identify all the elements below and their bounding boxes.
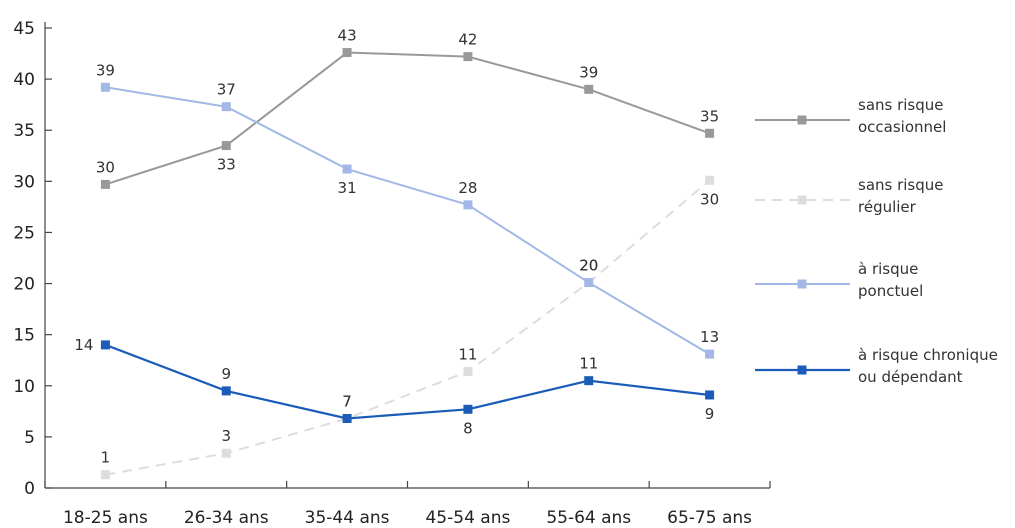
data-label: 37	[217, 81, 236, 99]
legend-label: régulier	[858, 198, 917, 216]
series-point-3	[705, 390, 715, 400]
legend: sans risque occasionnel sans risque régulie…	[755, 96, 998, 386]
data-label: 8	[463, 419, 473, 437]
series-point-3	[100, 340, 110, 350]
x-tick-label: 18-25 ans	[63, 508, 148, 528]
series-line-1	[105, 179, 711, 476]
series-point-2	[463, 200, 473, 210]
series-point-0	[342, 48, 352, 58]
data-label: 39	[579, 63, 598, 81]
series-point-2	[100, 82, 110, 92]
data-label: 20	[579, 257, 598, 275]
y-tick-label: 25	[13, 223, 35, 243]
axes: 0 5 10 15 20 25 30 35 40 45 18-25 ans 26-34 ans 35-4…	[13, 19, 771, 528]
x-tick-label: 55-64 ans	[546, 508, 631, 528]
y-tick-label: 30	[13, 172, 35, 192]
y-tick-label: 5	[24, 428, 35, 448]
x-tick-label: 35-44 ans	[305, 508, 390, 528]
series-point-2	[584, 278, 594, 288]
series-point-0	[100, 179, 110, 189]
data-label: 9	[705, 405, 715, 423]
data-label: 31	[338, 179, 357, 197]
data-label: 42	[458, 31, 477, 49]
x-tick-label: 26-34 ans	[184, 508, 269, 528]
x-tick-label: 45-54 ans	[425, 508, 510, 528]
series-point-3	[584, 376, 594, 386]
series-point-1	[100, 470, 110, 480]
series-point-2	[221, 102, 231, 112]
data-label: 14	[74, 336, 93, 354]
series-point-0	[221, 141, 231, 151]
series-line-3	[105, 343, 710, 420]
series-point-0	[463, 52, 473, 62]
legend-marker-2	[797, 279, 807, 289]
series-line-2	[105, 86, 711, 355]
series-group	[100, 48, 715, 480]
y-tick-label: 35	[13, 121, 35, 141]
y-tick-label: 40	[13, 70, 35, 90]
legend-marker-3	[797, 365, 807, 375]
data-label: 28	[458, 179, 477, 197]
series-point-1	[705, 175, 715, 185]
legend-label: occasionnel	[858, 118, 946, 136]
data-label: 9	[221, 365, 231, 383]
legend-label: sans risque	[858, 176, 944, 194]
series-point-1	[221, 448, 231, 458]
legend-marker-1	[797, 195, 807, 205]
series-point-3	[463, 404, 473, 414]
legend-label: sans risque	[858, 96, 944, 114]
y-tick-label: 20	[13, 275, 35, 295]
data-label: 7	[342, 392, 352, 410]
data-label: 11	[458, 345, 477, 363]
data-label: 43	[338, 27, 357, 45]
x-tick-label: 65-75 ans	[667, 508, 752, 528]
y-tick-label: 15	[13, 326, 35, 346]
legend-label: à risque chronique	[858, 346, 998, 364]
series-point-0	[705, 128, 715, 138]
legend-marker-0	[797, 115, 807, 125]
series-point-2	[342, 164, 352, 174]
data-label: 33	[217, 156, 236, 174]
series-point-3	[221, 386, 231, 396]
data-label: 11	[579, 355, 598, 373]
legend-label: à risque	[858, 260, 918, 278]
legend-label: ou dépendant	[858, 368, 963, 386]
series-point-1	[463, 366, 473, 376]
series-point-0	[584, 84, 594, 94]
data-label: 1	[101, 449, 111, 467]
y-tick-label: 10	[13, 377, 35, 397]
series-point-2	[705, 349, 715, 359]
data-label: 13	[700, 328, 719, 346]
series-line-0	[105, 51, 710, 186]
data-label: 3	[221, 427, 231, 445]
data-label: 30	[700, 190, 719, 208]
y-tick-label: 0	[24, 479, 35, 499]
data-label: 39	[96, 61, 115, 79]
data-label: 7	[342, 392, 352, 410]
y-tick-label: 45	[13, 19, 35, 39]
data-label: 30	[96, 158, 115, 176]
data-label: 35	[700, 107, 719, 125]
legend-label: ponctuel	[858, 282, 923, 300]
data-label: 20	[579, 257, 598, 275]
series-point-3	[342, 413, 352, 423]
